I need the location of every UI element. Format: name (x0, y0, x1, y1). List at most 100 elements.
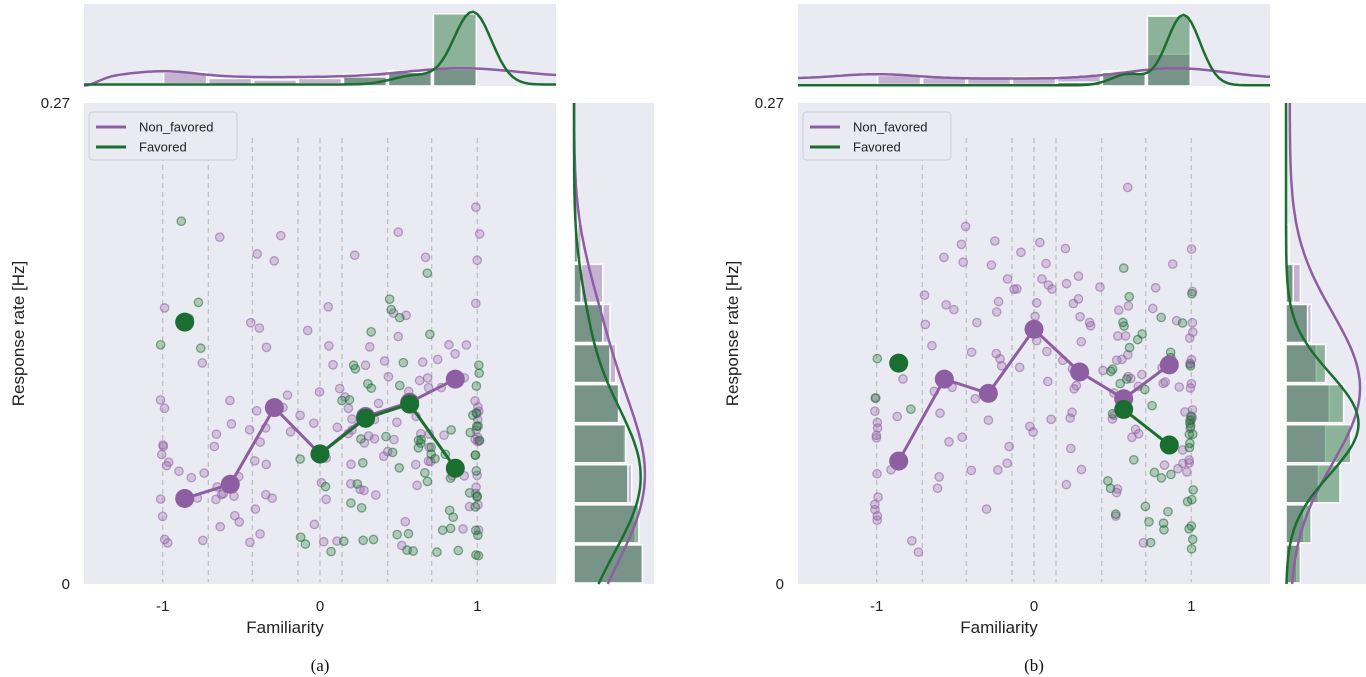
y-axis-label: Response rate [Hz] (9, 261, 28, 407)
scatter-point (424, 329, 435, 340)
scatter-point (957, 432, 968, 443)
scatter-point (261, 342, 272, 353)
scatter-point (215, 521, 226, 532)
scatter-point (944, 436, 954, 447)
scatter-point (1121, 374, 1132, 384)
y-tick-label: 0 (776, 576, 784, 593)
scatter-point (1185, 418, 1195, 429)
scatter-point (1186, 494, 1197, 505)
scatter-point (352, 479, 363, 489)
mean-point (264, 398, 284, 418)
scatter-point (1139, 384, 1150, 395)
scatter-point (295, 454, 306, 464)
mean-point (175, 312, 195, 332)
scatter-point (1138, 537, 1149, 548)
scatter-point (1073, 271, 1084, 281)
mean-point (1159, 355, 1179, 375)
scatter-point (960, 221, 971, 232)
scatter-point (949, 304, 959, 315)
scatter-point (1158, 378, 1169, 389)
scatter-point (473, 421, 483, 431)
scatter-point (1156, 473, 1167, 483)
kde-curve-non-favored (572, 103, 647, 585)
scatter-point (1137, 329, 1147, 339)
scatter-point (1187, 317, 1198, 328)
scatter-point (1110, 509, 1121, 520)
scatter-point (1124, 291, 1135, 302)
scatter-point (344, 394, 355, 405)
scatter-point (1012, 284, 1022, 294)
scatter-point (458, 524, 468, 534)
scatter-point (1144, 517, 1154, 527)
scatter-point (295, 410, 305, 421)
scatter-point (898, 374, 908, 384)
right-marginal-area (1286, 103, 1366, 584)
scatter-point (446, 425, 457, 435)
scatter-point (1187, 288, 1197, 299)
scatter-point (1071, 380, 1082, 391)
scatter-point (966, 465, 977, 476)
scatter-point (426, 442, 437, 453)
scatter-point (251, 405, 262, 416)
scatter-point (321, 494, 332, 505)
scatter-point (981, 504, 992, 514)
scatter-point (155, 494, 166, 504)
scatter-point (392, 529, 402, 540)
kde-curve-favored (84, 10, 556, 86)
scatter-point (432, 354, 443, 365)
scatter-point (1016, 247, 1026, 258)
scatter-point (872, 515, 883, 526)
scatter-point (320, 481, 331, 492)
scatter-point (379, 356, 390, 366)
scatter-point (198, 535, 208, 546)
scatter-point (186, 472, 197, 483)
scatter-point (383, 371, 394, 382)
scatter-point (906, 404, 916, 415)
scatter-point (872, 423, 883, 433)
scatter-point (355, 484, 365, 495)
kde-curve-non-favored (83, 66, 557, 87)
scatter-point (159, 534, 170, 545)
scatter-point (381, 431, 391, 442)
scatter-point (439, 430, 449, 441)
scatter-point (453, 545, 464, 556)
scatter-point (309, 519, 320, 530)
scatter-point (417, 357, 428, 367)
kde-curve-non-favored (1288, 103, 1362, 585)
scatter-point (420, 252, 431, 263)
scatter-point (174, 466, 184, 477)
scatter-point (300, 539, 311, 549)
scatter-point (1042, 376, 1053, 387)
scatter-point (473, 360, 484, 371)
kde-curve-favored (798, 13, 1270, 87)
scatter-point (225, 395, 235, 406)
scatter-point (1118, 263, 1129, 273)
scatter-point (1145, 537, 1156, 548)
scatter-point (1037, 274, 1047, 284)
scatter-point (1065, 443, 1076, 454)
hist-bar (573, 303, 604, 344)
y-axis-label: Response rate [Hz] (723, 261, 742, 407)
legend: Non_favored Favored (88, 111, 238, 161)
scatter-point (920, 319, 931, 330)
scatter-point (1163, 506, 1173, 517)
scatter-point (422, 268, 433, 279)
scatter-point (384, 294, 395, 305)
top-marginal-area (84, 4, 556, 86)
scatter-point (471, 550, 481, 560)
mean-point (1159, 435, 1179, 455)
x-tick-label: 1 (473, 598, 481, 615)
scatter-point (1174, 382, 1185, 392)
scatter-point (872, 468, 882, 479)
scatter-point (393, 331, 404, 342)
scatter-point (1113, 305, 1124, 316)
x-tick-label: 1 (1187, 598, 1195, 615)
scatter-point (360, 360, 371, 371)
scatter-point (986, 260, 997, 271)
hist-bar (1285, 423, 1352, 464)
hist-bar (573, 343, 617, 384)
scatter-point (412, 480, 422, 491)
y-tick-label: 0 (62, 576, 70, 593)
scatter-point (346, 498, 356, 508)
scatter-point (474, 229, 485, 239)
